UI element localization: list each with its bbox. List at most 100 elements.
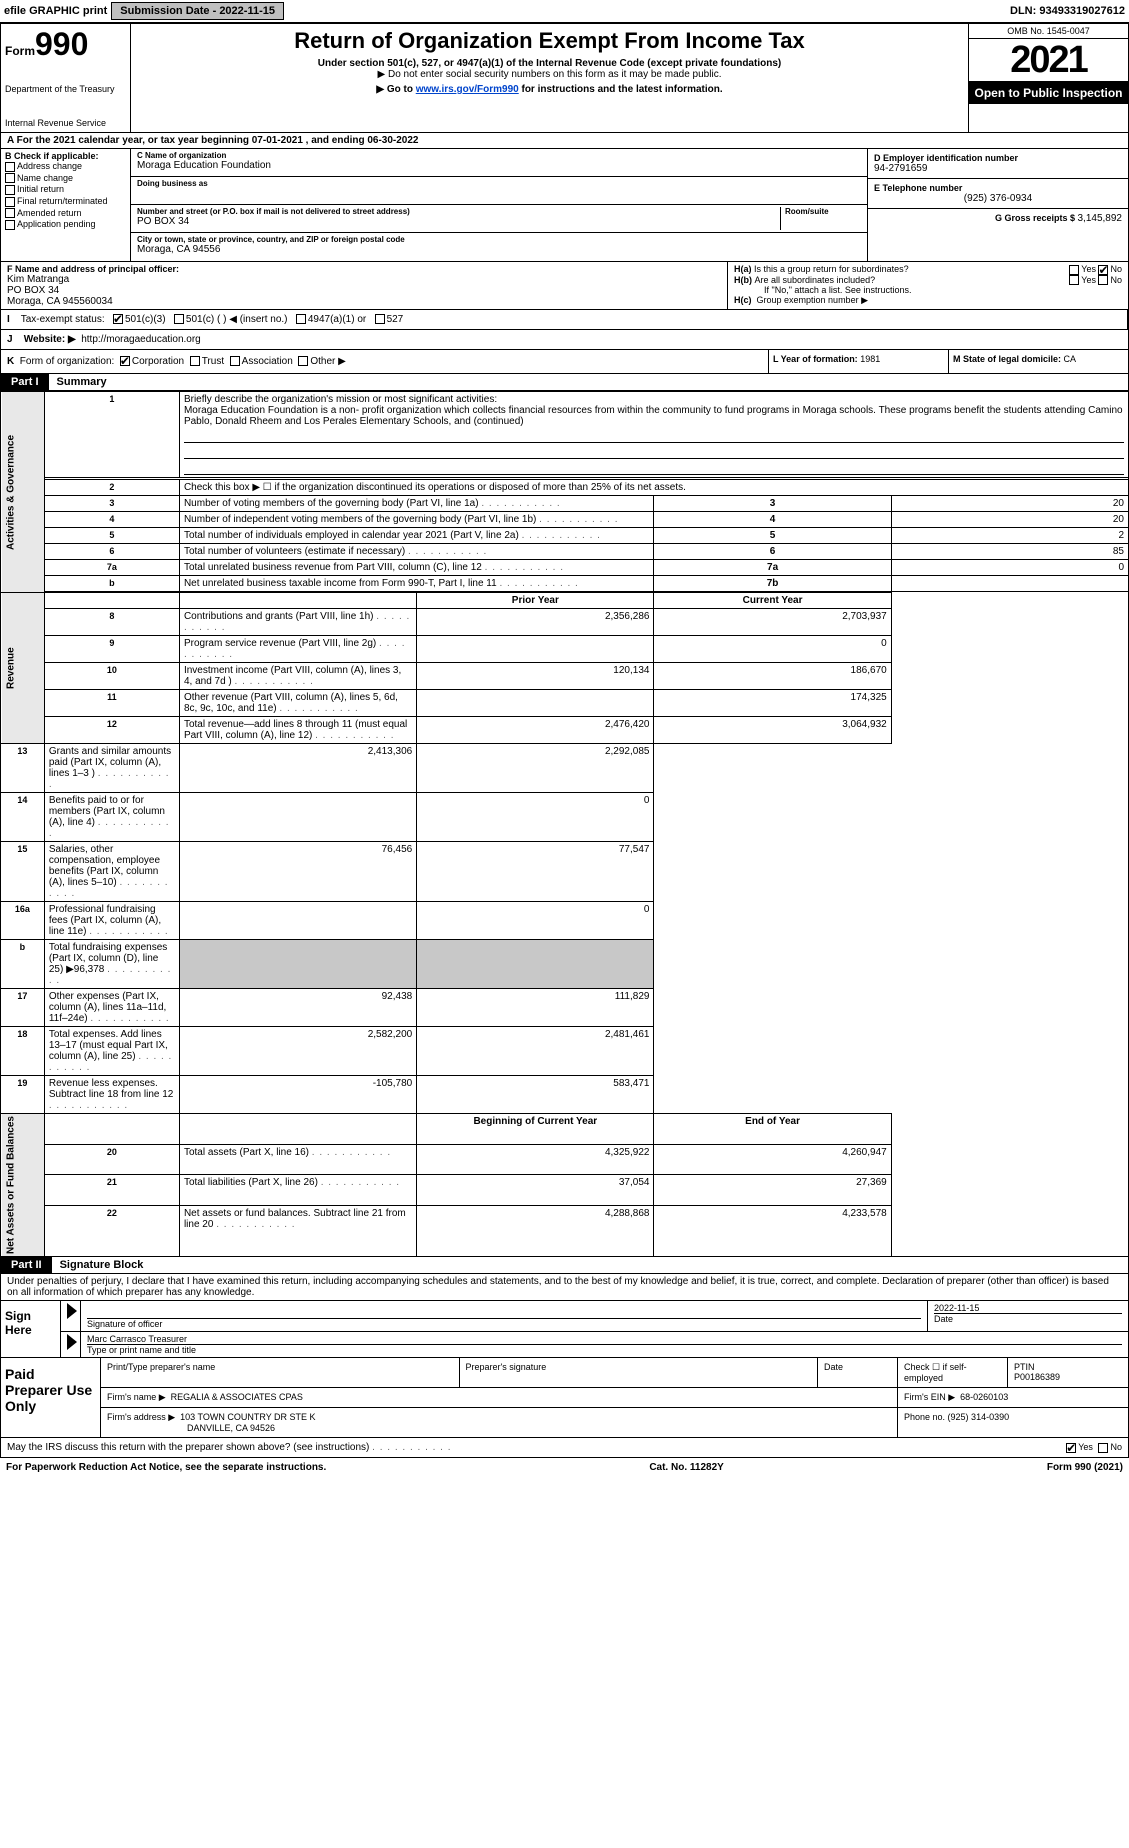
prior-val: -105,780 [179,1076,416,1114]
efile-label: efile GRAPHIC print [4,5,107,17]
line-num: 21 [44,1175,179,1206]
open-public-inspection: Open to Public Inspection [969,82,1128,104]
line-text: Total number of individuals employed in … [179,528,654,544]
check-527[interactable]: 527 [375,314,404,325]
org-name-lbl: C Name of organization [137,151,861,160]
officer-name-lbl: Type or print name and title [87,1345,1122,1355]
footer-left: For Paperwork Reduction Act Notice, see … [6,1462,326,1473]
line-text: Grants and similar amounts paid (Part IX… [44,744,179,793]
sig-date-lbl: Date [934,1314,1122,1324]
check-501c[interactable]: 501(c) ( ) ◀ (insert no.) [174,314,288,325]
firm-addr-val1: 103 TOWN COUNTRY DR STE K [180,1412,315,1422]
subtitle2: ▶ Do not enter social security numbers o… [139,69,960,80]
ptin-val: P00186389 [1014,1372,1122,1382]
curr-val: 583,471 [417,1076,654,1114]
discuss-row: May the IRS discuss this return with the… [0,1438,1129,1458]
col-f: F Name and address of principal officer:… [1,262,728,309]
line-num: 6 [44,544,179,560]
dba-lbl: Doing business as [137,179,861,188]
line-num: 10 [44,663,179,690]
line-text: Program service revenue (Part VIII, line… [179,636,416,663]
org-name-val: Moraga Education Foundation [137,160,861,171]
phone-val: (925) 376-0934 [874,193,1122,204]
line-num: 22 [44,1205,179,1257]
hdr-prior: Prior Year [417,593,654,609]
prior-val: 2,413,306 [179,744,416,793]
check-4947[interactable]: 4947(a)(1) or [296,314,366,325]
sign-here-lbl: Sign Here [1,1301,61,1357]
part2-title: Signature Block [52,1257,152,1273]
hb-no[interactable]: No [1098,275,1122,286]
discuss-yes[interactable]: Yes [1066,1442,1093,1453]
website-val[interactable]: http://moragaeducation.org [81,334,201,345]
line-val: 20 [891,496,1128,512]
col-b-checkboxes: B Check if applicable: Address change Na… [1,149,131,261]
prep-date-lbl: Date [818,1358,898,1387]
firm-addr-val2: DANVILLE, CA 94526 [107,1423,275,1433]
irs-link[interactable]: www.irs.gov/Form990 [416,84,519,95]
check-final-return[interactable]: Final return/terminated [5,196,126,207]
hb-text: Are all subordinates included? [755,275,1070,285]
line2-text: Check this box ▶ ☐ if the organization d… [179,480,1128,496]
line-text: Other expenses (Part IX, column (A), lin… [44,989,179,1027]
officer-addr1: PO BOX 34 [7,285,721,296]
subtitle3: ▶ Go to www.irs.gov/Form990 for instruct… [139,84,960,95]
part1-tab: Part I [1,374,49,390]
check-address-change[interactable]: Address change [5,161,126,172]
check-application-pending[interactable]: Application pending [5,219,126,230]
prior-val [179,793,416,842]
ha-yes[interactable]: Yes [1069,264,1096,275]
line-text: Total unrelated business revenue from Pa… [179,560,654,576]
col-de: D Employer identification number 94-2791… [868,149,1128,261]
prior-val: 2,476,420 [417,717,654,744]
block-f: F Name and address of principal officer:… [0,262,1129,310]
mission-text: Moraga Education Foundation is a non- pr… [184,405,1123,427]
check-assoc[interactable]: Association [230,356,293,367]
line-col: 7b [654,576,891,592]
line-text: Number of independent voting members of … [179,512,654,528]
part2-tab: Part II [1,1257,52,1273]
sig-officer-lbl: Signature of officer [87,1319,921,1329]
ha-no[interactable]: No [1098,264,1122,275]
prior-val [179,940,416,989]
footer-row: For Paperwork Reduction Act Notice, see … [0,1458,1129,1477]
curr-val: 0 [417,793,654,842]
line-text: Total assets (Part X, line 16) . . . . .… [179,1144,416,1175]
line-col: 5 [654,528,891,544]
curr-val: 4,260,947 [654,1144,891,1175]
line-col: 6 [654,544,891,560]
omb-no: OMB No. 1545-0047 [969,24,1128,39]
tax-year: 2021 [969,39,1128,82]
hdr-begin: Beginning of Current Year [417,1114,654,1145]
prior-val: 76,456 [179,842,416,902]
line-val: 2 [891,528,1128,544]
submission-date-btn[interactable]: Submission Date - 2022-11-15 [111,2,284,20]
part2-header: Part II Signature Block [0,1257,1129,1274]
block-k: K Form of organization: Corporation Trus… [0,350,1129,374]
check-corp[interactable]: Corporation [120,356,184,367]
check-501c3[interactable]: 501(c)(3) [113,314,166,325]
arrow-icon [67,1303,77,1319]
firm-name-val: REGALIA & ASSOCIATES CPAS [171,1392,303,1402]
check-trust[interactable]: Trust [190,356,224,367]
curr-val: 27,369 [654,1175,891,1206]
prior-val [417,636,654,663]
hb-note: If "No," attach a list. See instructions… [734,285,1122,295]
curr-val: 77,547 [417,842,654,902]
check-name-change[interactable]: Name change [5,173,126,184]
check-amended-return[interactable]: Amended return [5,208,126,219]
hb-yes[interactable]: Yes [1069,275,1096,286]
part1-title: Summary [49,374,115,390]
sig-date-val: 2022-11-15 [934,1303,1122,1314]
col-c: C Name of organization Moraga Education … [131,149,868,261]
line-text: Total liabilities (Part X, line 26) . . … [179,1175,416,1206]
line-val: 0 [891,560,1128,576]
discuss-no[interactable]: No [1098,1442,1122,1453]
check-other[interactable]: Other ▶ [298,356,345,367]
check-initial-return[interactable]: Initial return [5,184,126,195]
hc-text: Group exemption number ▶ [757,295,868,305]
line-num: 13 [1,744,45,793]
phone-lbl: E Telephone number [874,183,1122,193]
curr-val: 0 [417,902,654,940]
line-text: Other revenue (Part VIII, column (A), li… [179,690,416,717]
